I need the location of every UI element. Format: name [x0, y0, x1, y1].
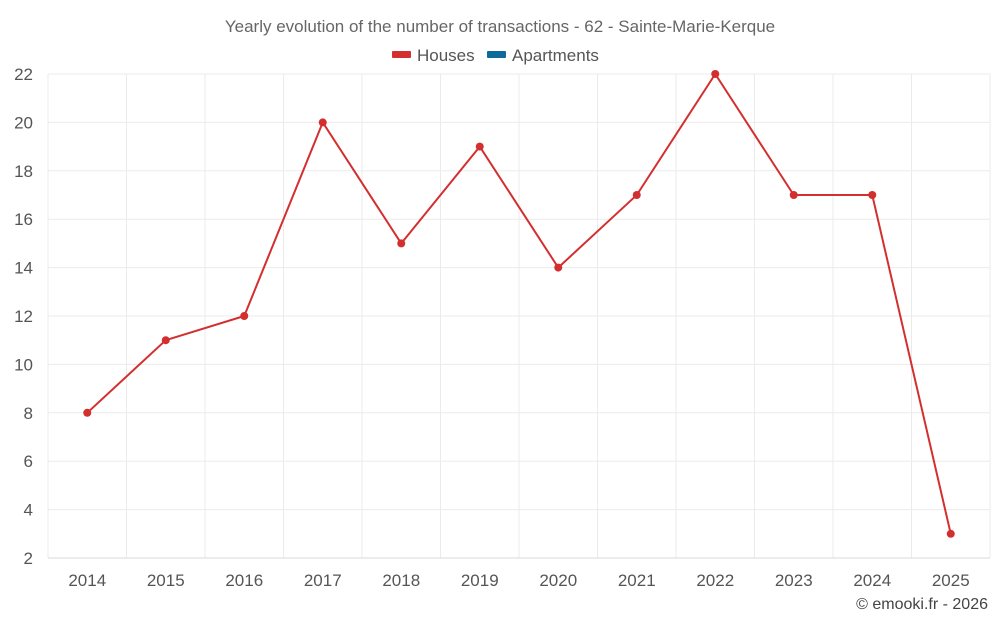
x-tick-label: 2022 [696, 571, 734, 590]
data-point-houses[interactable] [711, 70, 720, 78]
legend-item-apartments[interactable]: Apartments [487, 46, 599, 65]
legend-label-apartments: Apartments [512, 46, 599, 65]
data-point-houses[interactable] [161, 336, 170, 345]
y-tick-label: 14 [14, 259, 33, 278]
x-tick-label: 2015 [147, 571, 185, 590]
y-tick-label: 6 [24, 452, 33, 471]
data-point-houses[interactable] [946, 529, 955, 538]
x-tick-label: 2024 [853, 571, 891, 590]
grid [47, 73, 991, 558]
y-axis-ticks: 2 4 6 8 10 12 14 16 18 20 22 [14, 65, 33, 568]
y-tick-label: 4 [24, 501, 33, 520]
y-tick-label: 8 [24, 404, 33, 423]
data-point-houses[interactable] [397, 239, 406, 248]
chart-title: Yearly evolution of the number of transa… [225, 17, 775, 36]
x-tick-label: 2016 [225, 571, 263, 590]
legend: Houses Apartments [392, 46, 599, 65]
legend-item-houses[interactable]: Houses [392, 46, 475, 65]
x-tick-label: 2017 [304, 571, 342, 590]
data-point-houses[interactable] [318, 118, 327, 127]
x-tick-label: 2014 [68, 571, 106, 590]
x-tick-label: 2025 [932, 571, 970, 590]
data-point-houses[interactable] [868, 191, 877, 199]
y-tick-label: 12 [14, 307, 33, 326]
data-point-houses[interactable] [632, 191, 641, 199]
y-tick-label: 20 [14, 113, 33, 132]
series-houses [83, 70, 955, 538]
data-point-houses[interactable] [83, 408, 92, 417]
y-tick-label: 2 [24, 549, 33, 568]
legend-swatch-houses [392, 51, 411, 58]
y-tick-label: 22 [14, 65, 33, 84]
x-tick-label: 2023 [775, 571, 813, 590]
x-tick-label: 2018 [382, 571, 420, 590]
x-tick-label: 2020 [539, 571, 577, 590]
data-point-houses[interactable] [789, 191, 798, 199]
x-tick-label: 2021 [618, 571, 656, 590]
y-tick-label: 16 [14, 210, 33, 229]
data-point-houses[interactable] [554, 263, 563, 272]
credit-text: © emooki.fr - 2026 [856, 596, 988, 613]
y-tick-label: 10 [14, 355, 33, 374]
data-point-houses[interactable] [240, 312, 249, 320]
data-point-houses[interactable] [475, 142, 484, 151]
legend-swatch-apartments [487, 51, 506, 58]
series-line-houses [86, 73, 952, 535]
y-tick-label: 18 [14, 162, 33, 181]
x-tick-label: 2019 [461, 571, 499, 590]
legend-label-houses: Houses [417, 46, 475, 65]
x-axis-ticks: 2014 2015 2016 2017 2018 2019 2020 2021 2022 2023… [68, 571, 969, 590]
